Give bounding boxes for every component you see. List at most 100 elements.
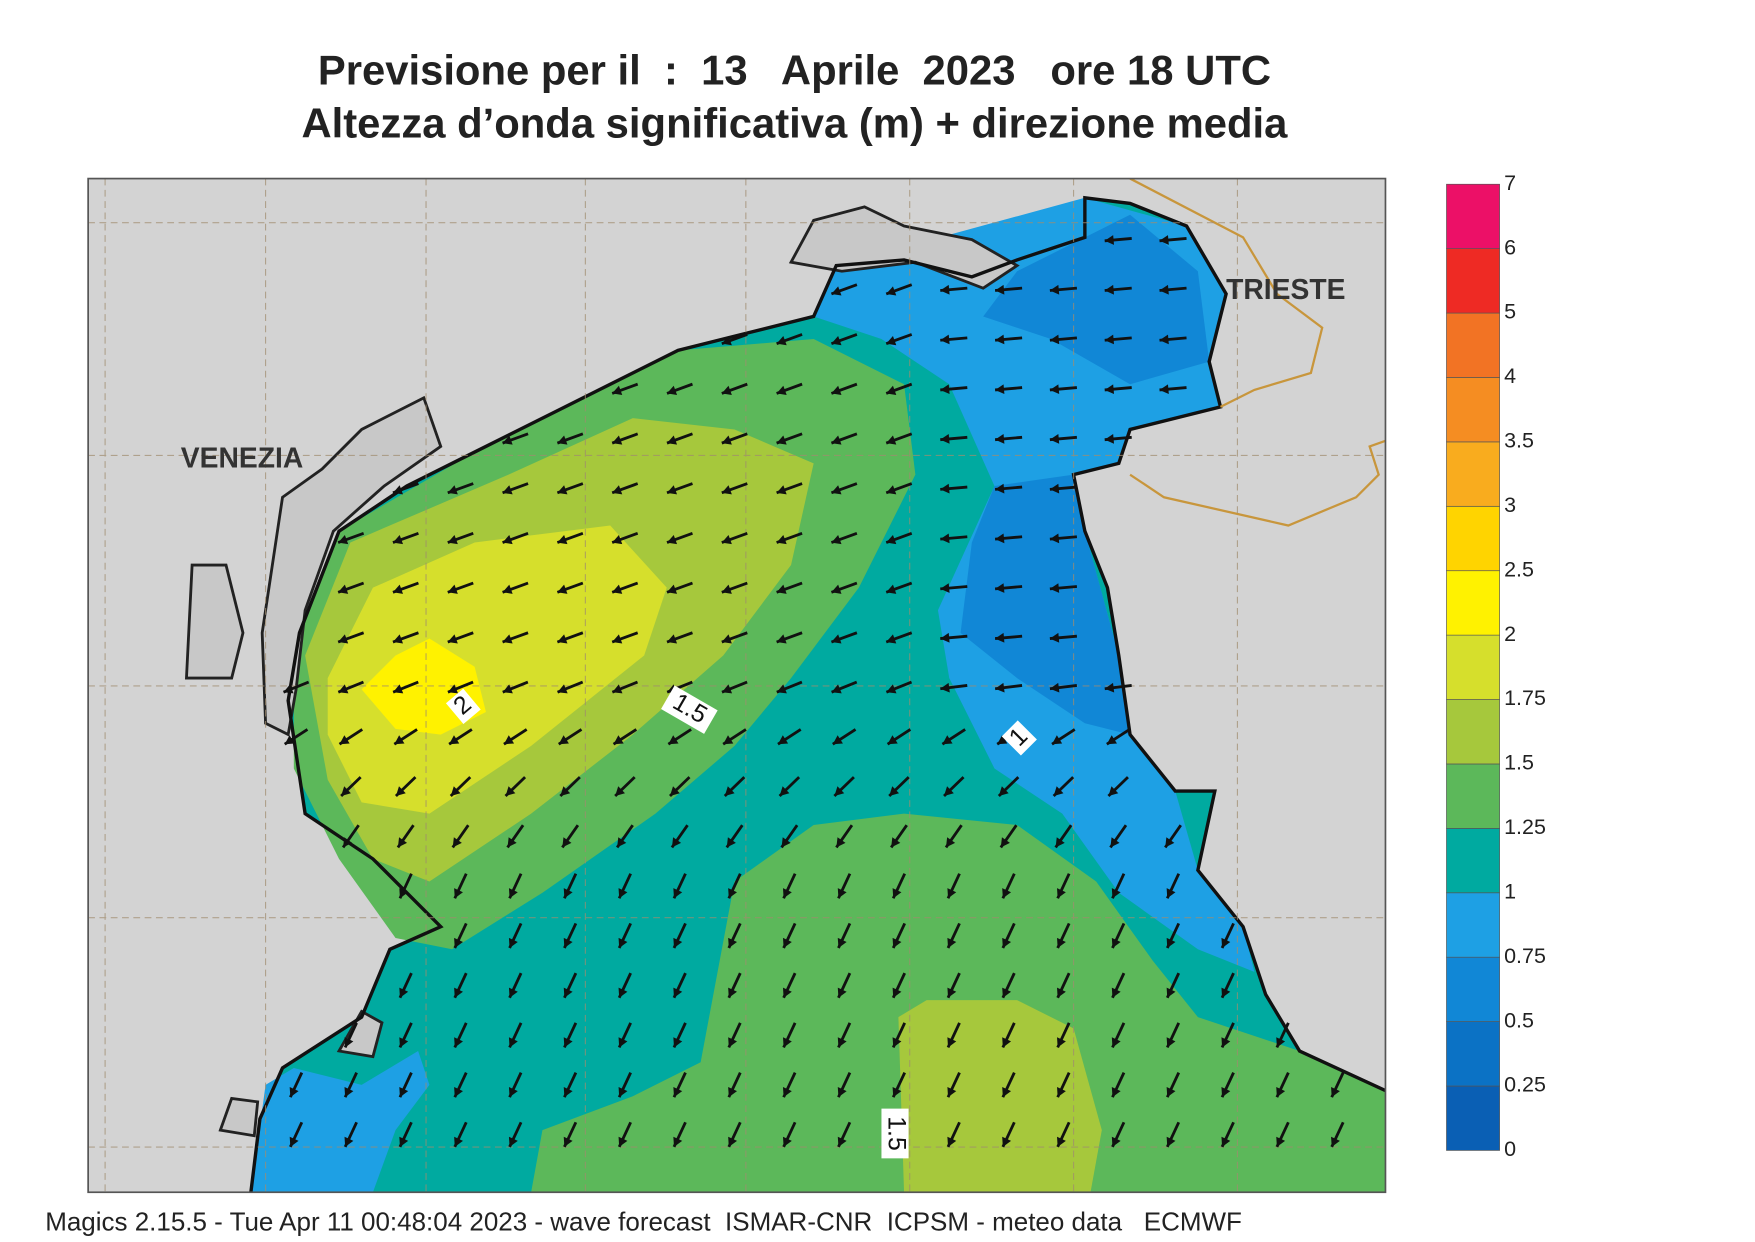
arrow-head <box>776 435 787 445</box>
colorbar-label: 4 <box>1504 364 1516 388</box>
arrow-head <box>612 435 623 445</box>
arrow-head <box>344 1136 354 1147</box>
arrow-head <box>721 584 732 594</box>
arrow-head <box>886 634 897 644</box>
arrow-head <box>1221 937 1231 949</box>
colorbar-label: 1.75 <box>1504 686 1546 710</box>
arrow-head <box>1165 837 1175 848</box>
arrow-head <box>728 937 738 949</box>
arrow-head <box>1331 1136 1340 1147</box>
colorbar-box <box>1446 956 1500 1022</box>
colorbar-box <box>1446 505 1500 572</box>
arrow-head <box>562 837 572 848</box>
arrow-head <box>892 937 902 949</box>
arrow-head <box>837 1136 847 1147</box>
arrow-head <box>995 533 1005 544</box>
colorbar-label: 2 <box>1504 622 1516 646</box>
arrow-head <box>283 684 294 694</box>
arrow-head <box>560 786 571 796</box>
arrow-head <box>1053 786 1064 796</box>
arrow-head <box>1002 1087 1012 1098</box>
arrow-head <box>782 1037 792 1048</box>
contour-label: 1.5 <box>882 1116 910 1151</box>
arrow-head <box>1049 284 1060 295</box>
arrow-head <box>1104 235 1115 245</box>
arrow-head <box>995 284 1005 295</box>
city-label: VENEZIA <box>181 441 303 473</box>
arrow-head <box>508 1037 518 1048</box>
arrow-head <box>503 735 515 745</box>
arrow-head <box>724 786 735 796</box>
arrow-head <box>502 485 513 495</box>
arrow-head <box>454 1037 463 1048</box>
colorbar-box <box>1446 1085 1500 1151</box>
arrow-head <box>557 534 568 545</box>
arrow-head <box>837 1037 847 1048</box>
arrow-head <box>612 485 623 495</box>
arrow-head <box>557 634 568 644</box>
arrow-head <box>726 837 736 848</box>
arrow-head <box>1166 937 1176 949</box>
arrow-head <box>837 987 847 998</box>
arrow-head <box>947 987 957 998</box>
arrow-head <box>447 634 458 644</box>
arrow-head <box>615 786 625 796</box>
arrow-head <box>508 1136 518 1147</box>
arrow-head <box>666 534 678 545</box>
arrow-head <box>338 534 349 545</box>
arrow-head <box>1111 937 1121 949</box>
arrow-head <box>776 385 787 395</box>
footer: Magics 2.15.5 - Tue Apr 11 00:48:04 2023… <box>45 1207 1242 1237</box>
arrow-head <box>447 684 459 694</box>
coastline <box>249 195 1386 1193</box>
arrow-head <box>392 534 404 545</box>
arrow-head <box>723 735 734 745</box>
arrow-head <box>892 1087 902 1098</box>
arrow-head <box>1159 334 1169 345</box>
arrow-head <box>341 786 351 796</box>
arrow-head <box>399 987 409 998</box>
arrow-head <box>886 435 897 445</box>
arrow-head <box>508 1087 518 1098</box>
arrow-head <box>940 533 950 544</box>
arrow-head <box>1002 987 1012 998</box>
arrow-head <box>1049 334 1060 345</box>
arrow-head <box>612 684 623 694</box>
arrow-head <box>563 987 573 998</box>
arrow-head <box>940 682 950 693</box>
arrow-head <box>1002 937 1012 949</box>
arrow-head <box>721 634 732 644</box>
colorbar-label: 2.5 <box>1504 557 1534 581</box>
arrow-head <box>399 1037 409 1048</box>
arrow-head <box>892 987 902 998</box>
arrow-head <box>289 1087 299 1098</box>
border <box>1129 178 1386 527</box>
arrow-head <box>1166 1037 1176 1048</box>
arrow-head <box>892 888 902 899</box>
colorbar-label: 0.5 <box>1504 1008 1534 1032</box>
arrow-head <box>1159 235 1169 245</box>
arrow-head <box>1049 632 1060 643</box>
colorbar-label: 3 <box>1504 493 1516 517</box>
arrow-head <box>947 888 957 899</box>
arrow-head <box>618 937 628 949</box>
arrow-head <box>776 634 787 644</box>
arrow-head <box>1057 987 1066 998</box>
arrow-head <box>995 334 1005 345</box>
arrow-head <box>782 1136 792 1147</box>
arrow-head <box>1108 786 1119 796</box>
arrow-head <box>557 435 568 445</box>
arrow-head <box>776 336 787 346</box>
arrow-head <box>447 584 458 594</box>
arrow-head <box>563 888 573 899</box>
arrow-head <box>502 684 513 694</box>
arrow-head <box>1276 1136 1286 1147</box>
arrow-head <box>1052 735 1063 745</box>
arrow-head <box>1111 1037 1121 1048</box>
title-line-2: Altezza d’onda significativa (m) + direz… <box>301 100 1288 147</box>
arrow-head <box>946 837 956 848</box>
arrow-head <box>995 434 1005 444</box>
arrow-head <box>1166 1087 1176 1098</box>
arrow-head <box>1166 1136 1176 1147</box>
arrow-head <box>721 485 732 495</box>
